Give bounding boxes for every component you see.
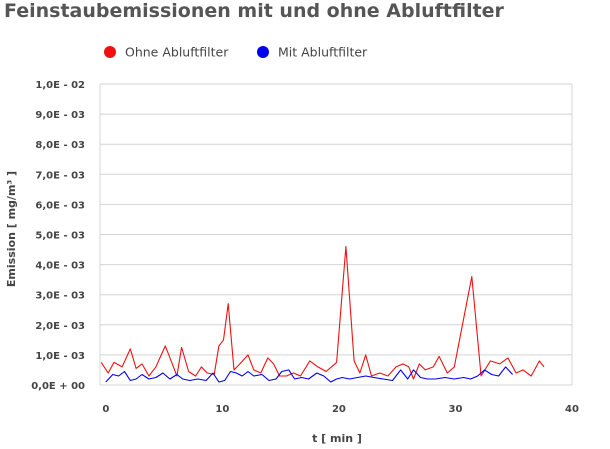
y-axis-label: Emission [ mg/m³ ]	[5, 171, 18, 287]
legend-label-2: Mit Abluftfilter	[278, 45, 368, 60]
y-tick-label: 1,0E - 03	[35, 351, 85, 362]
y-tick-label: 6,0E - 03	[35, 200, 85, 211]
y-tick-label: 2,0E - 03	[35, 321, 85, 332]
legend-marker-1	[104, 46, 116, 58]
x-tick-label: 10	[215, 404, 229, 415]
x-axis-label: t [ min ]	[312, 432, 362, 445]
series-layer	[100, 245, 545, 383]
y-tick-label: 0,0E + 00	[31, 381, 85, 392]
series-line-1	[100, 245, 545, 380]
x-tick-label: 20	[332, 404, 346, 415]
y-tick-label: 3,0E - 03	[35, 291, 85, 302]
chart-grid	[100, 83, 572, 386]
y-tick-label: 4,0E - 03	[35, 261, 85, 272]
legend-marker-2	[257, 46, 269, 58]
y-tick-label: 9,0E - 03	[35, 110, 85, 121]
legend: Ohne Abluftfilter Mit Abluftfilter	[104, 45, 368, 60]
x-tick-labels: 0 10 20 30 40	[102, 404, 579, 415]
y-tick-labels: 0,0E + 00 1,0E - 03 2,0E - 03 3,0E - 03 4,0E…	[31, 80, 85, 392]
y-tick-label: 7,0E - 03	[35, 170, 85, 181]
series-line-2	[105, 366, 514, 383]
x-tick-label: 0	[102, 404, 109, 415]
plot-frame	[99, 84, 573, 385]
y-tick-label: 5,0E - 03	[35, 231, 85, 242]
legend-label-1: Ohne Abluftfilter	[125, 45, 229, 60]
chart-title: Feinstaubemissionen mit und ohne Abluftf…	[4, 0, 504, 22]
x-tick-label: 40	[565, 404, 579, 415]
y-tick-label: 8,0E - 03	[35, 140, 85, 151]
x-tick-label: 30	[448, 404, 462, 415]
y-tick-label: 1,0E - 02	[35, 80, 85, 91]
